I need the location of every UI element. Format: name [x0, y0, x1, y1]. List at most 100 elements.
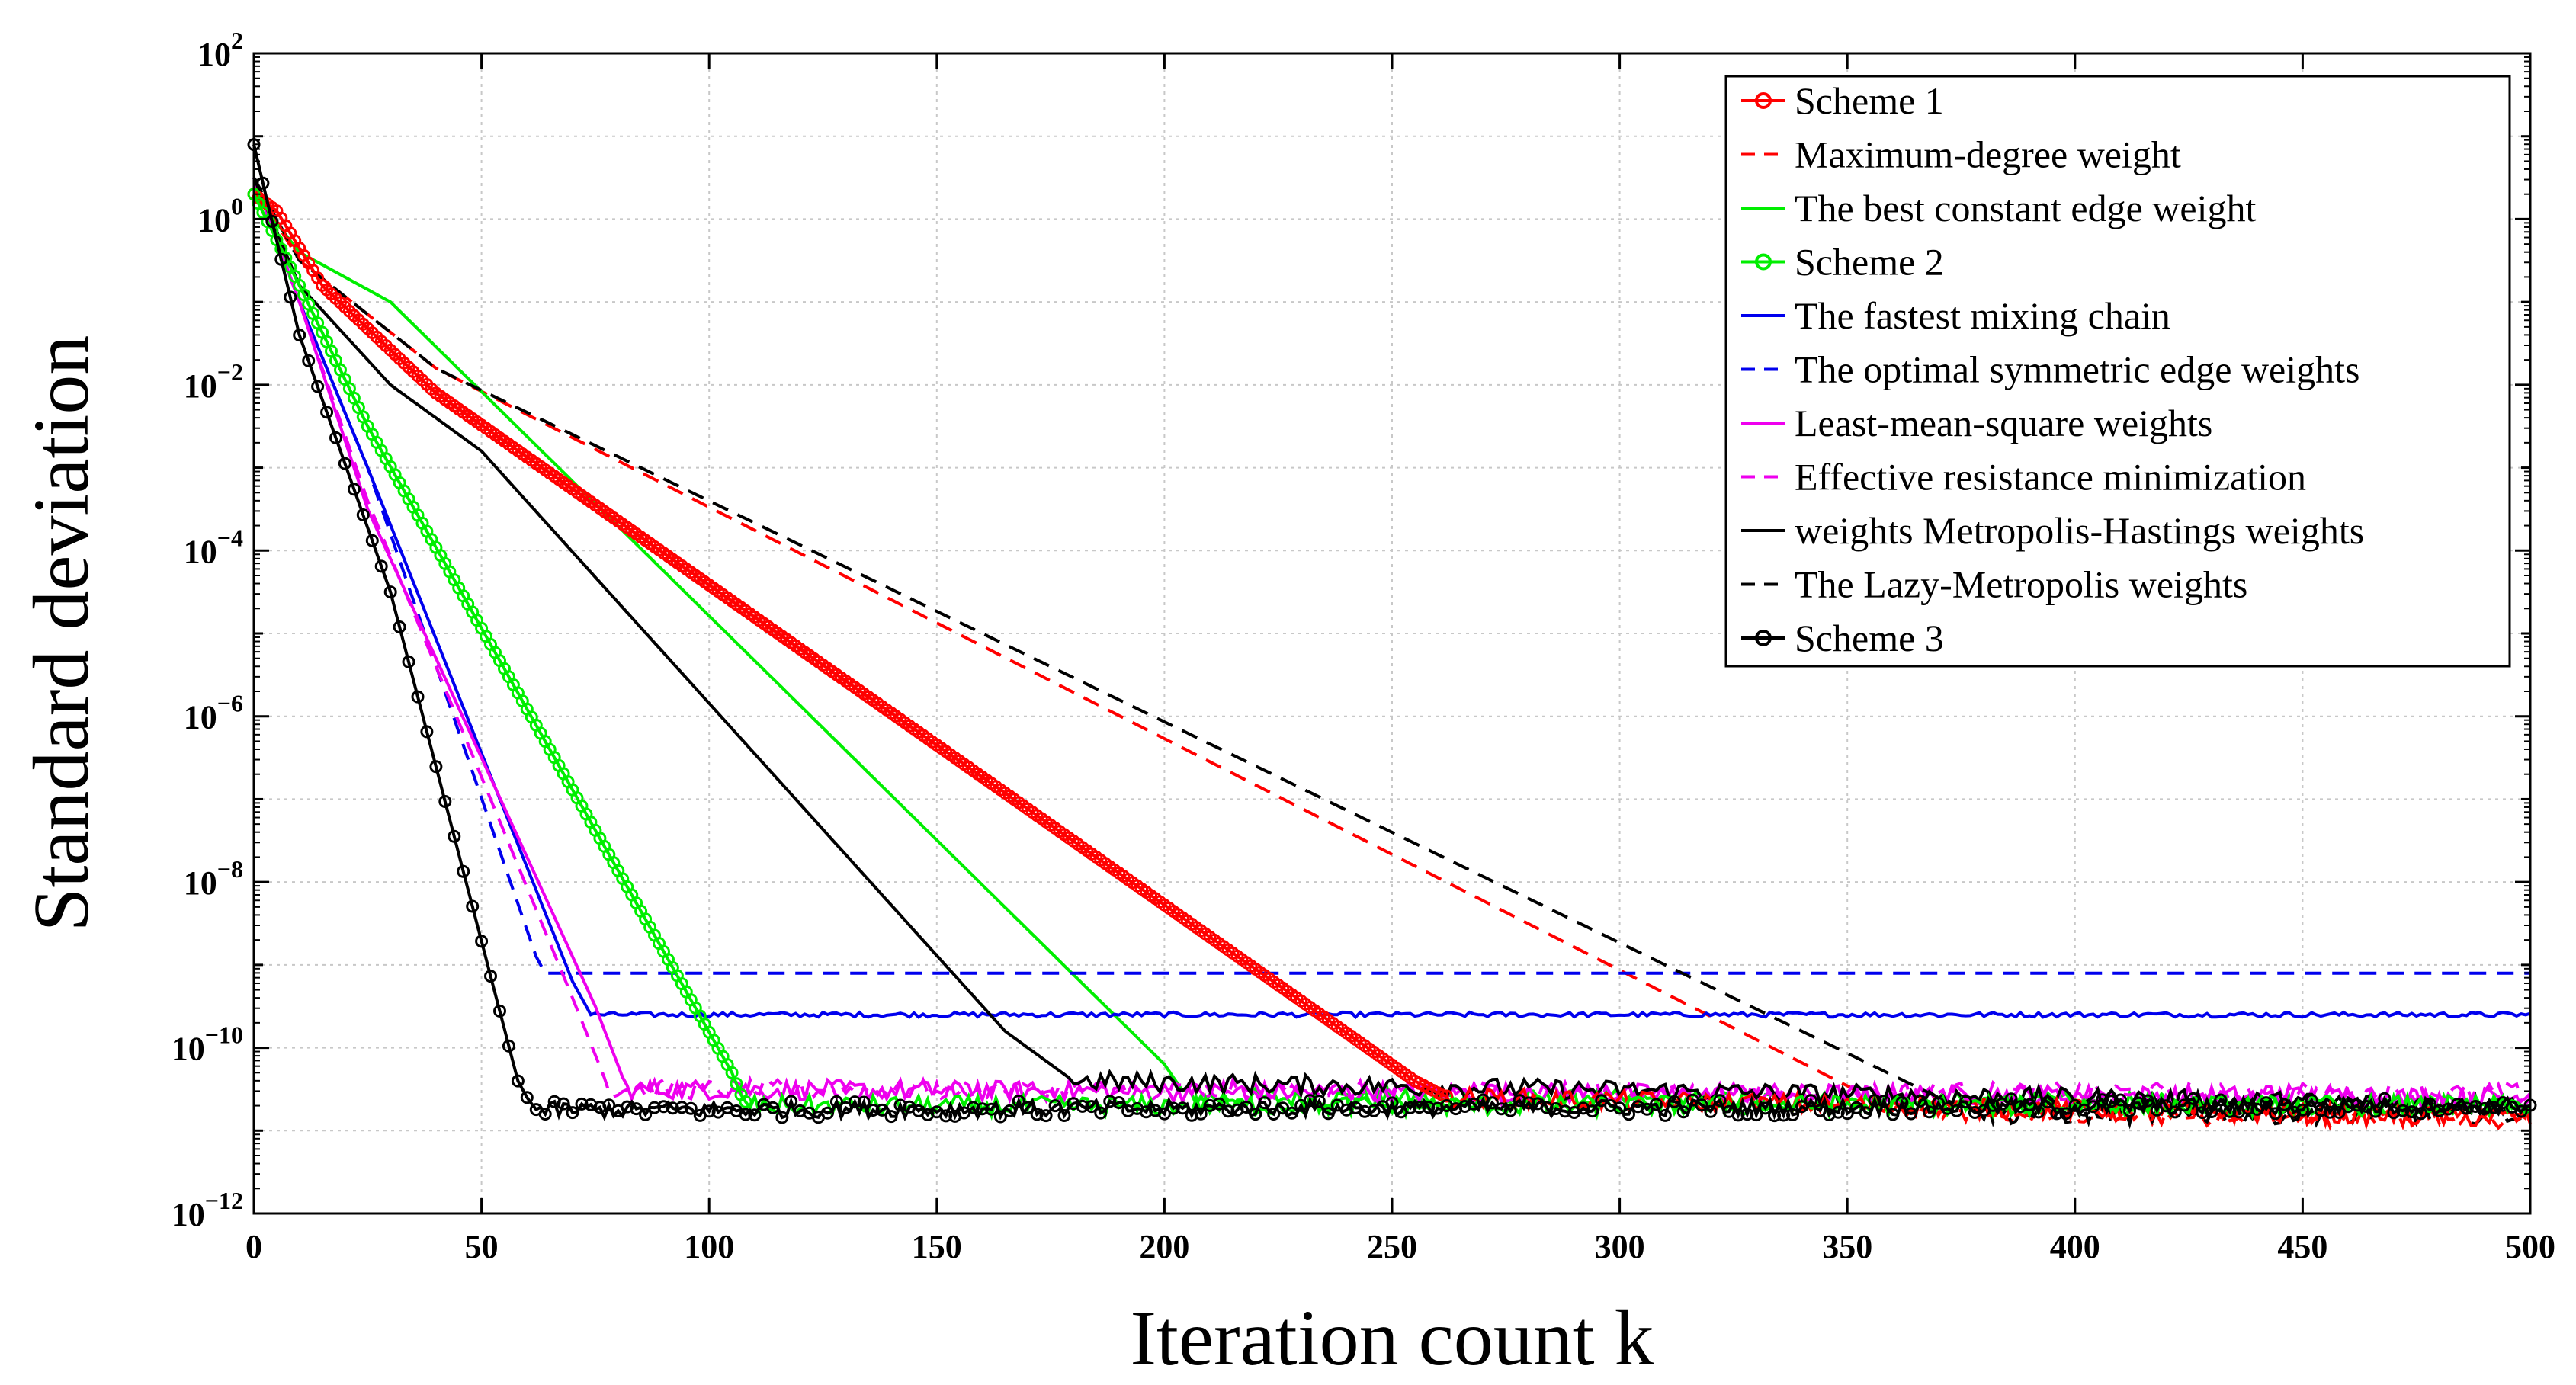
- series-marker: [2278, 1098, 2291, 1111]
- x-tick-label: 100: [684, 1228, 734, 1265]
- series-marker: [684, 1101, 698, 1115]
- series-marker: [1413, 1101, 1426, 1114]
- x-tick-label: 150: [912, 1228, 962, 1265]
- series-marker: [1740, 1108, 1754, 1121]
- series-marker: [2059, 1107, 2073, 1121]
- series-marker: [2459, 1101, 2473, 1115]
- series-marker: [2041, 1095, 2055, 1109]
- series-marker: [2405, 1105, 2419, 1119]
- legend-box: [1724, 75, 2511, 668]
- series-marker: [1039, 1109, 1053, 1123]
- y-tick-labels: 102 100 10−2 10−4 10−6 10−8 10−10 10−12: [172, 27, 243, 1233]
- legend-label: The Lazy-Metropolis weights: [1795, 563, 2247, 606]
- series-marker: [1267, 1108, 1281, 1121]
- series-marker: [1886, 1108, 1900, 1121]
- series-marker: [967, 1101, 980, 1114]
- legend-label: Maximum-degree weight: [1795, 133, 2181, 176]
- series-marker: [857, 1095, 871, 1109]
- series-marker: [1777, 1108, 1791, 1122]
- series-marker: [2478, 1101, 2491, 1115]
- series-marker: [2096, 1093, 2109, 1107]
- series-marker: [2177, 1098, 2191, 1112]
- series-marker: [1212, 1097, 1226, 1111]
- series-marker: [1194, 1107, 1208, 1121]
- series-marker: [2032, 1105, 2045, 1119]
- series-marker: [1868, 1094, 1881, 1108]
- series-marker: [293, 329, 306, 342]
- series-marker: [884, 1110, 898, 1124]
- series-marker: [1795, 1100, 1808, 1114]
- series-marker: [338, 457, 351, 470]
- series-marker: [1804, 1094, 1817, 1108]
- series-marker: [1840, 1107, 1854, 1121]
- series-marker: [374, 559, 388, 573]
- series-marker: [1622, 1108, 1635, 1121]
- series-line: [252, 177, 2532, 1130]
- series-marker: [2241, 1101, 2255, 1115]
- series-marker: [347, 483, 361, 496]
- series-marker: [311, 380, 325, 393]
- series-marker: [1030, 1108, 1044, 1121]
- series-marker: [356, 508, 370, 521]
- legend-label: Scheme 2: [1795, 241, 1944, 284]
- series-marker: [893, 1098, 907, 1112]
- series-marker: [639, 1108, 653, 1121]
- series-marker: [1586, 1104, 1599, 1118]
- series-marker: [2323, 1105, 2337, 1119]
- series-marker: [1895, 1095, 1909, 1109]
- x-tick-label: 200: [1139, 1228, 1189, 1265]
- series-marker: [1203, 1098, 1217, 1112]
- series-marker: [666, 1101, 679, 1115]
- series-line: [252, 177, 2532, 1108]
- series-marker: [320, 406, 334, 419]
- series-marker: [1522, 1096, 1535, 1110]
- series-marker: [1312, 1095, 1326, 1108]
- series-marker: [725, 1066, 739, 1079]
- series-marker: [784, 1095, 798, 1108]
- series-marker: [1258, 1096, 1272, 1110]
- series-marker: [1704, 1104, 1718, 1118]
- series-marker: [1750, 1108, 1763, 1122]
- y-tick-label: 100: [197, 192, 243, 239]
- series-marker: [520, 1091, 534, 1104]
- series-marker: [329, 431, 342, 444]
- series-marker: [2433, 1104, 2446, 1117]
- series-marker: [2004, 1092, 2018, 1106]
- series-marker: [1285, 1106, 1299, 1120]
- series-marker: [1176, 1101, 1189, 1115]
- series-marker: [702, 1104, 716, 1118]
- series-marker: [2350, 1098, 2364, 1112]
- series-marker: [1385, 1096, 1399, 1110]
- series-marker: [1103, 1095, 1117, 1108]
- series-marker: [739, 1108, 752, 1121]
- series-marker: [2514, 1104, 2528, 1118]
- series-marker: [976, 1102, 989, 1116]
- series-marker: [1923, 1105, 1936, 1119]
- series-marker: [675, 1101, 688, 1114]
- series-marker: [575, 1097, 589, 1111]
- series-marker: [484, 970, 497, 983]
- series-marker: [630, 1102, 643, 1116]
- series-marker: [1185, 1108, 1198, 1122]
- series-marker: [2214, 1093, 2228, 1107]
- legend-marker: [1755, 630, 1772, 646]
- series-marker: [402, 655, 415, 668]
- series-marker: [1731, 1108, 1745, 1122]
- series-line: [252, 177, 2530, 975]
- series-marker: [475, 935, 489, 948]
- series-marker: [775, 1111, 789, 1124]
- series-marker: [274, 252, 288, 266]
- series-marker: [429, 760, 443, 774]
- y-tick-label: 10−10: [172, 1021, 243, 1068]
- series-marker: [2123, 1104, 2136, 1117]
- series-marker: [502, 1039, 515, 1053]
- series-marker: [457, 864, 470, 878]
- series-marker: [1076, 1099, 1089, 1113]
- series-marker: [1112, 1096, 1126, 1109]
- x-tick-label: 500: [2505, 1228, 2555, 1265]
- series-marker: [2159, 1099, 2173, 1113]
- series-marker: [2114, 1093, 2127, 1107]
- series-marker: [1959, 1095, 1972, 1109]
- series-marker: [2305, 1094, 2318, 1108]
